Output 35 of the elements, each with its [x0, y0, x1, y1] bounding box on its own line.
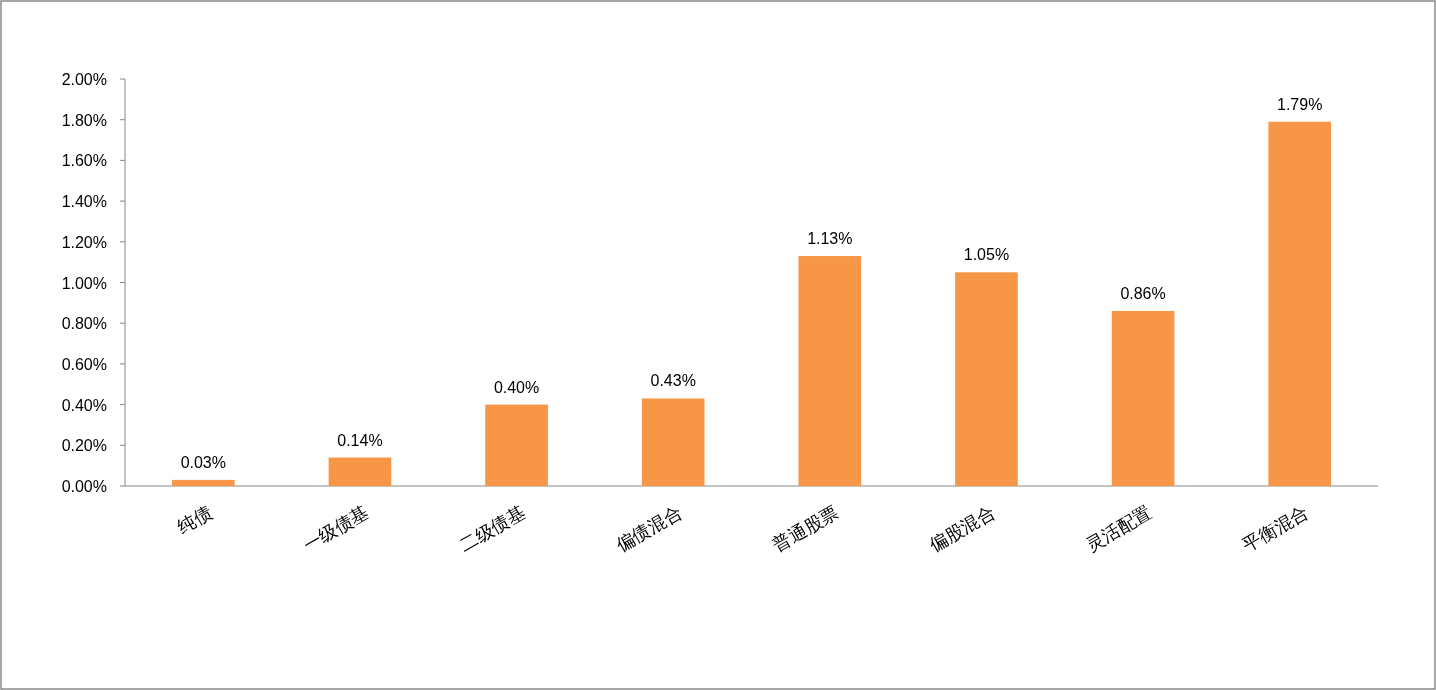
bar	[485, 404, 548, 486]
x-tick-label: 二级债基	[456, 502, 529, 556]
bar	[798, 256, 862, 486]
x-tick-label: 平衡混合	[1239, 502, 1312, 556]
data-label: 1.79%	[1277, 95, 1323, 113]
bar	[955, 272, 1018, 486]
x-tick-label: 一级债基	[299, 502, 372, 556]
y-tick-label: 0.00%	[61, 478, 107, 495]
y-tick-label: 1.20%	[61, 233, 107, 251]
data-label: 0.43%	[650, 372, 696, 390]
x-tick-label: 偏债混合	[612, 502, 686, 556]
y-tick-label: 2.00%	[61, 71, 107, 88]
x-tick-label: 偏股混合	[926, 502, 999, 556]
y-tick-label: 0.20%	[61, 437, 107, 455]
x-tick-label: 灵活配置	[1082, 502, 1156, 556]
data-label: 1.13%	[807, 230, 853, 248]
data-label: 0.14%	[337, 431, 383, 449]
data-label: 1.05%	[963, 246, 1010, 264]
bar	[641, 398, 705, 486]
x-tick-label: 普通股票	[769, 502, 842, 556]
data-label: 0.03%	[180, 453, 226, 471]
bar	[328, 457, 392, 486]
y-tick-label: 1.00%	[61, 274, 107, 292]
bar	[1268, 121, 1332, 486]
y-tick-label: 1.60%	[61, 152, 107, 170]
y-tick-label: 0.80%	[61, 315, 107, 333]
bar	[171, 479, 235, 486]
y-tick-label: 0.60%	[61, 355, 107, 373]
x-tick-label: 纯债	[174, 502, 216, 538]
data-label: 0.40%	[493, 378, 540, 396]
y-tick-label: 1.40%	[61, 193, 107, 211]
data-label: 0.86%	[1120, 284, 1166, 302]
y-tick-label: 1.80%	[61, 111, 107, 129]
bar	[1111, 310, 1175, 486]
y-tick-label: 0.40%	[61, 396, 107, 414]
